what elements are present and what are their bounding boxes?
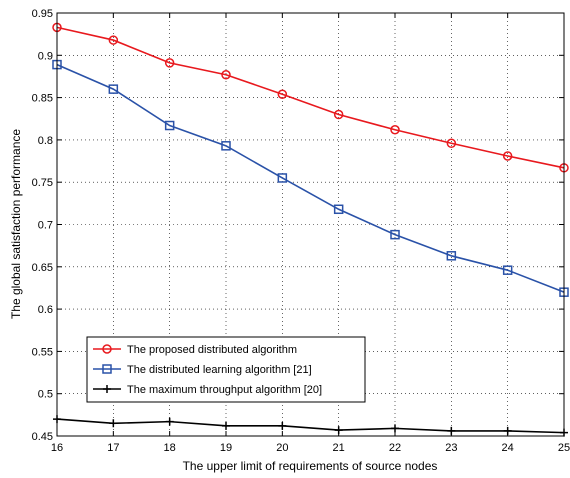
y-tick-label: 0.6 xyxy=(38,304,53,316)
data-point-marker xyxy=(333,109,344,120)
y-tick-label: 0.95 xyxy=(32,8,53,20)
series-line xyxy=(56,63,565,293)
data-point-marker xyxy=(446,251,457,261)
y-tick-label: 0.55 xyxy=(32,346,53,358)
x-tick-label: 20 xyxy=(276,442,288,454)
axis-ticks: 16 17 18 19 20 21 22 23 24 25 0.45 0.5 0.55 0.6 0.65 0.… xyxy=(32,8,570,454)
data-point-marker xyxy=(390,229,400,240)
y-tick-label: 0.5 xyxy=(38,389,53,401)
y-tick-label: 0.65 xyxy=(32,262,53,274)
data-point-marker xyxy=(502,265,513,275)
x-tick-label: 17 xyxy=(107,442,119,454)
y-axis-label: The global satisfaction performance xyxy=(9,129,23,319)
series-line xyxy=(56,418,565,434)
y-tick-label: 0.9 xyxy=(38,50,53,62)
legend-item: The maximum throughput algorithm [20] xyxy=(93,384,322,396)
data-point-marker xyxy=(221,70,231,80)
legend: The proposed distributed algorithm The di… xyxy=(86,336,366,403)
data-point-marker xyxy=(109,419,118,428)
x-tick-label: 25 xyxy=(558,442,570,454)
legend-marker xyxy=(103,385,111,393)
series-2 xyxy=(52,59,569,297)
data-point-marker xyxy=(222,421,230,430)
data-point-marker xyxy=(277,173,288,183)
data-point-marker xyxy=(277,89,288,99)
data-point-marker xyxy=(164,120,175,131)
legend-item: The distributed learning algorithm [21] xyxy=(93,364,312,376)
legend-item: The proposed distributed algorithm xyxy=(93,344,297,356)
x-axis-label: The upper limit of requirements of sourc… xyxy=(183,459,438,473)
x-tick-label: 23 xyxy=(445,442,457,454)
data-point-marker xyxy=(278,421,287,430)
y-tick-label: 0.75 xyxy=(32,177,53,189)
data-point-marker xyxy=(221,141,231,151)
data-point-marker xyxy=(390,124,400,135)
y-tick-label: 0.7 xyxy=(38,220,53,232)
x-tick-label: 24 xyxy=(502,442,514,454)
data-point-marker xyxy=(165,417,174,426)
x-tick-label: 22 xyxy=(389,442,401,454)
legend-label: The distributed learning algorithm [21] xyxy=(127,364,312,376)
legend-marker xyxy=(102,364,112,374)
y-tick-label: 0.85 xyxy=(32,93,53,105)
data-point-marker xyxy=(333,204,344,215)
data-point-marker xyxy=(502,151,513,161)
y-tick-label: 0.45 xyxy=(32,431,53,443)
data-point-marker xyxy=(108,35,119,45)
data-point-marker xyxy=(108,84,119,94)
legend-label: The proposed distributed algorithm xyxy=(127,344,297,356)
data-point-marker xyxy=(164,58,175,68)
data-point-marker xyxy=(446,138,457,149)
legend-marker xyxy=(102,344,112,354)
y-tick-label: 0.8 xyxy=(38,135,53,147)
x-tick-label: 19 xyxy=(220,442,232,454)
x-tick-label: 21 xyxy=(333,442,345,454)
x-tick-label: 18 xyxy=(164,442,176,454)
legend-label: The maximum throughput algorithm [20] xyxy=(127,384,322,396)
legend-box xyxy=(86,336,366,403)
series-line xyxy=(56,26,565,169)
x-tick-label: 16 xyxy=(51,442,63,454)
